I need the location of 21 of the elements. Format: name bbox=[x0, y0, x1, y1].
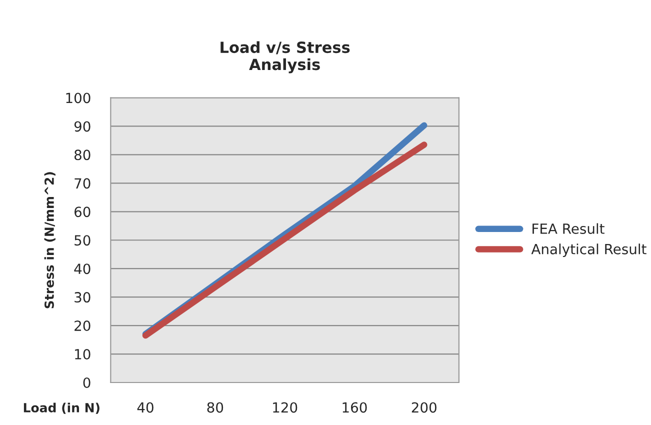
y-tick-label: 30 bbox=[74, 292, 90, 303]
legend-label: Analytical Result bbox=[531, 244, 646, 258]
y-tick-label: 70 bbox=[74, 178, 90, 189]
y-tick-label: 50 bbox=[74, 235, 90, 246]
x-tick-label: 120 bbox=[273, 402, 298, 413]
y-tick-label: 60 bbox=[74, 206, 90, 218]
y-tick-label: 10 bbox=[75, 348, 90, 360]
y-tick-label: 40 bbox=[74, 264, 90, 274]
y-tick-label: 80 bbox=[74, 150, 90, 160]
x-tick-label: 160 bbox=[342, 402, 367, 413]
x-tick-label: 40 bbox=[137, 402, 154, 413]
x-tick-label: 200 bbox=[412, 402, 436, 413]
y-tick-label: 100 bbox=[66, 92, 90, 104]
legend-label: FEA Result bbox=[532, 223, 604, 234]
y-tick-label: 0 bbox=[83, 377, 90, 388]
y-axis-title: Stress in (N/mm^2) bbox=[44, 172, 56, 308]
y-tick-label: 90 bbox=[74, 121, 90, 132]
chart-title: Load v/s Stress Analysis bbox=[220, 41, 350, 74]
y-tick-label: 20 bbox=[74, 320, 90, 332]
x-tick-label: 80 bbox=[207, 402, 224, 413]
x-axis-title: Load (in N) bbox=[24, 402, 100, 414]
